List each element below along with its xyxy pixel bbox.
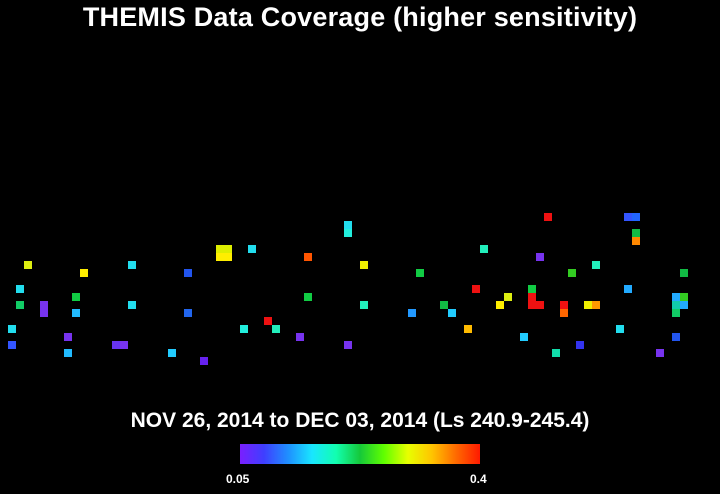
coverage-point [272,325,280,333]
coverage-point [304,293,312,301]
coverage-point [576,341,584,349]
coverage-point [216,245,224,253]
coverage-point [360,301,368,309]
coverage-point [224,253,232,261]
coverage-point [584,301,592,309]
coverage-point [520,333,528,341]
coverage-point [672,333,680,341]
coverage-point [624,213,632,221]
coverage-point [16,285,24,293]
coverage-point [632,237,640,245]
coverage-point [64,349,72,357]
coverage-point [168,349,176,357]
coverage-point [496,301,504,309]
colorbar-gradient [240,444,480,464]
coverage-point [624,285,632,293]
coverage-point [560,309,568,317]
coverage-point [40,301,48,309]
coverage-point [216,253,224,261]
coverage-point [656,349,664,357]
coverage-point [360,261,368,269]
coverage-point [472,285,480,293]
coverage-point [16,301,24,309]
coverage-point [672,301,680,309]
coverage-point [528,285,536,293]
coverage-point [504,293,512,301]
coverage-point [632,213,640,221]
coverage-point [448,309,456,317]
coverage-point [240,325,248,333]
coverage-point [128,301,136,309]
coverage-point [40,309,48,317]
coverage-point [8,341,16,349]
coverage-point [184,269,192,277]
coverage-point [416,269,424,277]
coverage-point [24,261,32,269]
chart-title: THEMIS Data Coverage (higher sensitivity… [82,2,638,32]
coverage-point [672,309,680,317]
coverage-point [224,245,232,253]
coverage-point [480,245,488,253]
colorbar-max-label: 0.4 [470,472,487,486]
coverage-point [120,341,128,349]
colorbar-min-label: 0.05 [226,472,250,486]
coverage-point [304,253,312,261]
coverage-point [536,253,544,261]
coverage-point [560,301,568,309]
coverage-point [344,229,352,237]
coverage-point [248,245,256,253]
coverage-point [536,301,544,309]
coverage-point [680,269,688,277]
coverage-point [568,269,576,277]
coverage-point [680,293,688,301]
coverage-point [344,221,352,229]
coverage-point [184,309,192,317]
coverage-point [344,341,352,349]
coverage-point [552,349,560,357]
coverage-point [408,309,416,317]
coverage-point [464,325,472,333]
coverage-point [112,341,120,349]
coverage-point [440,301,448,309]
coverage-point [128,261,136,269]
coverage-point [200,357,208,365]
coverage-point [680,301,688,309]
colorbar [240,444,480,464]
coverage-point [544,213,552,221]
coverage-point [296,333,304,341]
coverage-point [616,325,624,333]
coverage-point [632,229,640,237]
coverage-point [8,325,16,333]
coverage-point [264,317,272,325]
coverage-point [592,261,600,269]
coverage-point [528,293,536,301]
coverage-point [64,333,72,341]
date-range-subtitle: NOV 26, 2014 to DEC 03, 2014 (Ls 240.9-2… [130,409,590,432]
coverage-point [528,301,536,309]
coverage-point [592,301,600,309]
coverage-point [80,269,88,277]
coverage-point [72,293,80,301]
coverage-point [72,309,80,317]
coverage-point [672,293,680,301]
